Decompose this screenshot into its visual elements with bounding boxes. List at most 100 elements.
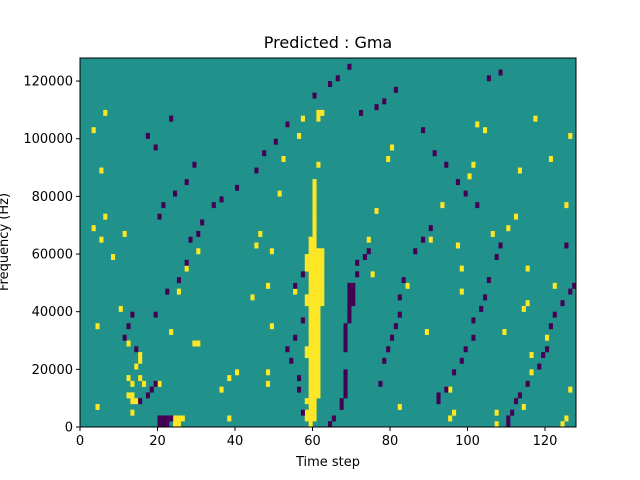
x-tick-label: 0 (76, 434, 84, 449)
heatmap-cell-high (308, 375, 313, 382)
y-axis-title: Frequency (Hz) (0, 193, 12, 291)
heatmap-cell-high (312, 294, 317, 301)
heatmap-cell-high (316, 259, 321, 266)
y-tick-label: 120000 (23, 75, 73, 90)
heatmap-cell-high (312, 398, 317, 405)
heatmap-cell-low (134, 346, 139, 353)
heatmap-cell-low (351, 288, 356, 295)
heatmap-cell-low (351, 300, 356, 307)
heatmap-cell-high (269, 323, 274, 330)
heatmap-cell-low (510, 409, 515, 416)
heatmap-cell-low (153, 380, 158, 387)
heatmap-cell-low (138, 398, 143, 405)
heatmap-cell-low (343, 328, 348, 335)
heatmap-cell-low (343, 375, 348, 382)
heatmap-cell-low (568, 288, 573, 295)
heatmap-cell-low (347, 311, 352, 318)
heatmap-cell-low (293, 334, 298, 341)
heatmap-cell-high (506, 225, 511, 232)
heatmap-cell-low (157, 415, 162, 422)
heatmap-cell-high (320, 294, 325, 301)
x-tick-label: 100 (455, 434, 480, 449)
heatmap-cell-high (312, 207, 317, 214)
heatmap-cell-low (347, 300, 352, 307)
heatmap-cell-low (176, 277, 181, 284)
heatmap-cell-high (316, 109, 321, 116)
heatmap-cell-low (312, 92, 317, 99)
heatmap-cell-high (312, 271, 317, 278)
heatmap-cell-high (312, 225, 317, 232)
heatmap-cell-high (134, 363, 139, 370)
heatmap-cell-high (304, 415, 309, 422)
heatmap-cell-low (122, 334, 127, 341)
heatmap-cell-low (421, 236, 426, 243)
heatmap-cell-high (308, 357, 313, 364)
heatmap-cell-low (153, 311, 158, 318)
heatmap-cell-high (312, 415, 317, 422)
heatmap-cell-low (479, 305, 484, 312)
heatmap-cell-low (506, 421, 511, 428)
heatmap-cell-high (281, 156, 286, 162)
heatmap-cell-low (130, 311, 135, 318)
heatmap-cell-low (548, 323, 553, 330)
heatmap-cell-high (320, 254, 325, 260)
heatmap-cell-low (486, 277, 491, 284)
heatmap-cell-high (126, 392, 131, 399)
heatmap-cell-high (266, 380, 271, 387)
heatmap-cell-high (130, 398, 135, 405)
heatmap-cell-high (312, 265, 317, 272)
heatmap-cell-low (525, 380, 530, 387)
heatmap-cell-high (320, 109, 325, 116)
heatmap-cell-low (331, 415, 336, 422)
heatmap-cell-low (285, 121, 290, 128)
plot-area (79, 57, 577, 428)
heatmap-cell-high (320, 282, 325, 289)
heatmap-cell-high (269, 248, 274, 255)
heatmap-cell-high (308, 317, 313, 324)
heatmap-cell-high (308, 403, 313, 410)
heatmap-cell-low (498, 242, 503, 249)
heatmap-cell-high (227, 375, 232, 382)
heatmap-cell-high (176, 415, 181, 422)
heatmap-cell-high (494, 421, 499, 428)
heatmap-cell-high (308, 305, 313, 312)
heatmap-cell-high (320, 300, 325, 307)
heatmap-cell-high (390, 144, 395, 151)
heatmap-cell-low (285, 346, 290, 353)
heatmap-cell-low (347, 317, 352, 324)
y-tick-label: 20000 (32, 363, 73, 378)
heatmap-cell-low (455, 179, 460, 186)
x-tick-label: 60 (304, 434, 321, 449)
heatmap-cell-high (316, 317, 321, 324)
heatmap-cell-low (382, 98, 387, 105)
heatmap-cell-low (211, 202, 216, 209)
heatmap-cell-high (316, 375, 321, 382)
heatmap-cell-low (475, 202, 480, 209)
heatmap-cell-high (455, 242, 460, 249)
heatmap-cell-high (184, 265, 189, 272)
heatmap-cell-high (308, 398, 313, 405)
heatmap-cell-high (308, 300, 313, 307)
heatmap-cell-high (95, 403, 100, 410)
low-intensity-cells (122, 63, 577, 428)
heatmap-cell-low (293, 282, 298, 289)
heatmap-cell-low (347, 282, 352, 289)
x-tick-label: 80 (382, 434, 399, 449)
heatmap-cell-high (126, 375, 131, 382)
heatmap-cell-high (219, 386, 224, 393)
heatmap-cell-high (320, 259, 325, 266)
heatmap-cell-high (312, 277, 317, 284)
heatmap-cell-high (459, 288, 464, 295)
x-axis-title: Time step (295, 455, 360, 470)
heatmap-cell-low (401, 277, 406, 284)
heatmap-cell-high (266, 282, 271, 289)
heatmap-cell-low (432, 150, 437, 157)
heatmap-cell-high (300, 115, 305, 122)
heatmap-cell-high (521, 305, 526, 312)
plot-background (80, 58, 576, 427)
heatmap-cell-low (552, 311, 557, 318)
heatmap-cell-high (452, 409, 457, 416)
heatmap-cell-high (91, 127, 96, 134)
heatmap-cell-high (266, 369, 271, 376)
heatmap-cell-high (320, 271, 325, 278)
